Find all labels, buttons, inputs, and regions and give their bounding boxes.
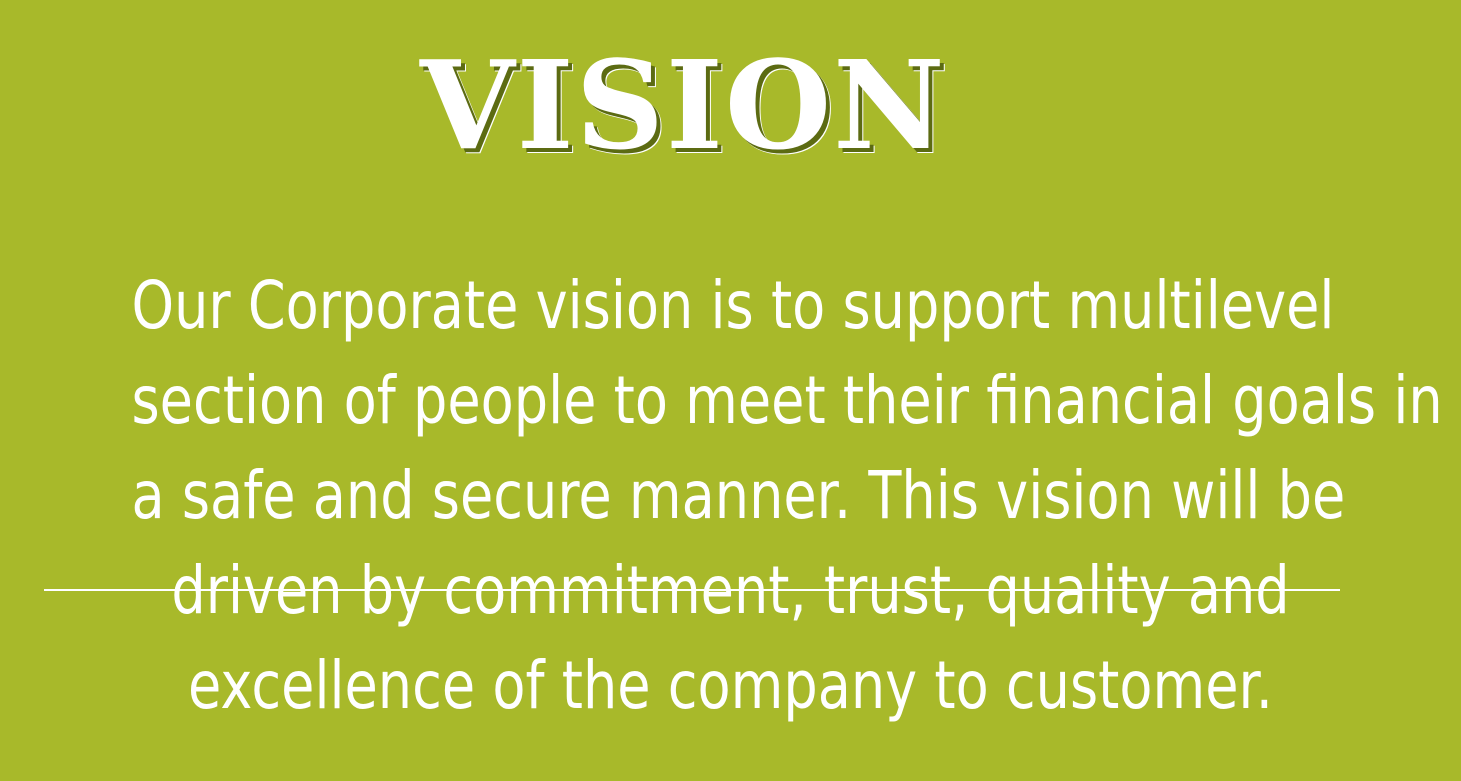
vision-statement: Our Corporate vision is to support multi… [131, 258, 1443, 733]
horizontal-rule [44, 589, 1340, 591]
vision-line-3: a safe and secure manner. This vision wi… [131, 457, 1346, 534]
vision-line-2: section of people to meet their financia… [131, 362, 1443, 439]
vision-line-5: excellence of the company to customer. [187, 647, 1274, 724]
slide-title: VISION [420, 33, 947, 177]
vision-line-1: Our Corporate vision is to support multi… [131, 267, 1335, 344]
